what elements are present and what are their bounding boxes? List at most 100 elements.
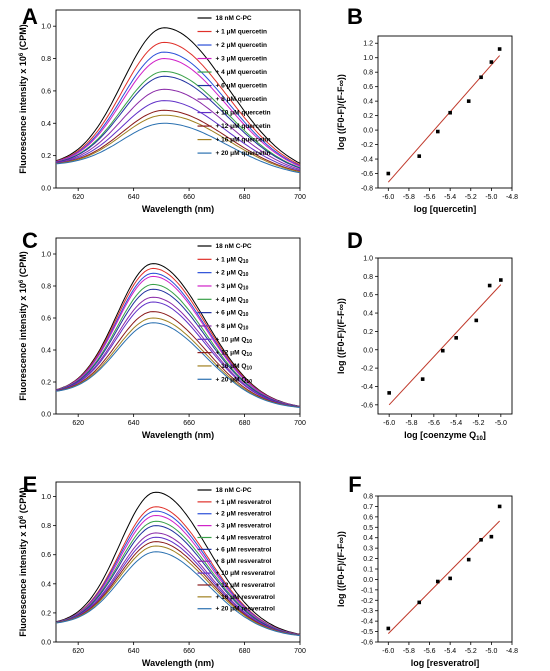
x-tick-label: 640: [128, 194, 140, 201]
data-point: [474, 318, 479, 323]
data-point: [466, 557, 471, 562]
y-tick-label: -0.5: [361, 629, 373, 636]
spectrum-line-10: [55, 322, 301, 408]
y-tick-label: 0.2: [363, 329, 373, 336]
y-tick-label: 1.0: [363, 256, 373, 263]
y-tick-label: -0.1: [361, 587, 373, 594]
legend-entry: 18 nM C-PC: [216, 15, 252, 22]
spectrum-line-10: [55, 551, 301, 637]
spectrum-line-4: [55, 520, 301, 636]
y-tick-label: 0.8: [41, 284, 51, 291]
legend-entry: + 16 μM resveratrol: [216, 594, 276, 601]
data-point: [454, 336, 458, 340]
x-tick-label: -4.8: [506, 194, 518, 201]
y-tick-label: 1.0: [41, 24, 51, 31]
x-tick-label: 700: [294, 194, 306, 201]
spectrum-line-9: [55, 114, 301, 173]
x-tick-label: -5.8: [403, 194, 415, 201]
plot-frame: [377, 495, 513, 643]
legend-entry: + 3 μM resveratrol: [216, 523, 272, 530]
y-axis-label: Fluorescence intensity x 106 (CPM): [18, 24, 28, 173]
spectrum-line-6: [55, 88, 301, 170]
legend-entry: + 10 μM Q10: [216, 336, 253, 345]
y-tick-label: 0.0: [363, 577, 373, 584]
data-point: [440, 348, 445, 353]
data-point: [417, 154, 422, 158]
x-tick-label: 620: [72, 194, 84, 201]
panel-d: D -6.0 -5.8 -5.6 -5.4 -5.2 -5.0 -0.6 -0.4 -0.2 0.0…: [336, 228, 513, 442]
x-axis-label: Wavelength (nm): [142, 430, 214, 440]
legend-entry: + 16 μM Q10: [216, 363, 253, 372]
plot-frame: [55, 9, 301, 189]
panel-a: A 620 640 660 680 700 0.0 0.2 0.4 0.6 0.8 1.0 Wavele…: [18, 4, 306, 214]
panel-f: F -6.0 -5.8 -5.6 -5.4 -5.2 -5.0 -4.8 -0.6 -0.5 -0.…: [336, 472, 518, 668]
legend-entry: + 2 μM Q10: [216, 270, 249, 279]
y-axis-label: Fluorescence intensity x 106 (CPM): [18, 487, 28, 636]
spectrum-line-1: [55, 267, 301, 407]
x-axis-label: Wavelength (nm): [142, 658, 214, 668]
spectrum-line-7: [55, 100, 301, 172]
x-tick-label: -5.0: [495, 420, 507, 427]
y-tick-label: 0.8: [363, 274, 373, 281]
y-tick-label: 0.5: [363, 525, 373, 532]
x-tick-label: -6.0: [382, 648, 394, 655]
spectrum-line-1: [55, 41, 301, 166]
y-tick-label: 0.3: [363, 546, 373, 553]
x-axis-label: log [coenzyme Q10]: [404, 430, 486, 442]
x-tick-label: 660: [183, 194, 195, 201]
x-tick-label: -5.4: [444, 648, 456, 655]
y-tick-label: 0.6: [363, 292, 373, 299]
x-tick-label: -5.6: [424, 194, 436, 201]
data-point: [497, 504, 502, 509]
spectrum-line-3: [55, 514, 301, 636]
legend-entry: + 12 μM resveratrol: [216, 582, 276, 589]
legend-entry: + 1 μM quercetin: [216, 29, 268, 36]
x-tick-label: 680: [239, 420, 251, 427]
y-tick-label: -0.6: [361, 640, 373, 647]
x-tick-label: 660: [183, 420, 195, 427]
data-point: [435, 579, 440, 584]
x-tick-label: 640: [128, 648, 140, 655]
y-tick-label: 0.4: [41, 581, 51, 588]
data-point: [417, 600, 422, 605]
data-point: [489, 534, 494, 539]
legend-entry: + 6 μM resveratrol: [216, 546, 272, 553]
data-point: [420, 377, 425, 381]
legend-entry: + 4 μM resveratrol: [216, 534, 272, 541]
y-tick-label: 0.6: [363, 514, 373, 521]
data-point: [479, 75, 483, 80]
y-tick-label: 0.2: [363, 113, 373, 120]
panel-label-d: D: [347, 228, 363, 253]
x-tick-label: -5.4: [450, 420, 462, 427]
panel-label-f: F: [348, 472, 361, 497]
y-tick-label: -0.4: [361, 384, 373, 391]
x-axis-label: log [quercetin]: [414, 204, 477, 214]
x-tick-label: -5.2: [465, 194, 477, 201]
spectrum-line-0: [55, 491, 301, 635]
y-tick-label: 0.8: [41, 523, 51, 530]
legend-entry: + 1 μM Q10: [216, 256, 249, 265]
y-tick-label: 0.6: [41, 88, 51, 95]
spectrum-line-0: [55, 27, 301, 164]
x-tick-label: -5.8: [403, 648, 415, 655]
legend-entry: + 20 μM Q10: [216, 376, 253, 385]
panel-label-c: C: [22, 228, 38, 253]
legend-entry: + 12 μM Q10: [216, 350, 253, 359]
plot-frame: [55, 481, 301, 643]
x-tick-label: -4.8: [506, 648, 518, 655]
y-tick-label: 0.6: [363, 84, 373, 91]
y-tick-label: 0.8: [41, 56, 51, 63]
spectrum-line-8: [55, 109, 301, 172]
spectrum-line-4: [55, 283, 301, 408]
legend-entry: + 20 μM quercetin: [216, 150, 271, 157]
y-tick-label: -0.8: [361, 186, 373, 193]
y-axis-label: Fluorescence intensity x 106 (CPM): [18, 251, 28, 400]
y-tick-label: 0.4: [41, 348, 51, 355]
x-tick-label: -6.0: [382, 194, 394, 201]
spectrum-line-5: [55, 525, 301, 636]
fit-line: [387, 55, 501, 183]
legend-entry: + 4 μM Q10: [216, 296, 249, 305]
spectrum-line-0: [55, 263, 301, 407]
legend-entry: + 2 μM resveratrol: [216, 511, 272, 518]
data-point: [386, 626, 391, 631]
